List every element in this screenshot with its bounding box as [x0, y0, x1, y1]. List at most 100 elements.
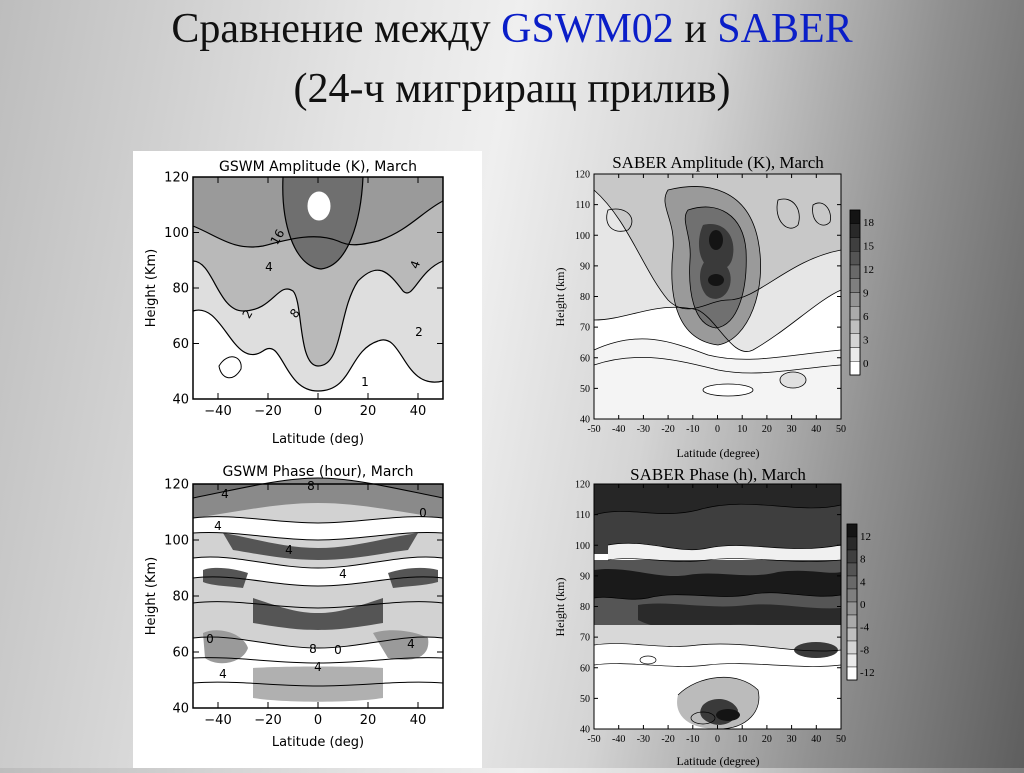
x-tick-label: 50 — [836, 734, 846, 745]
contour-label: 4 — [285, 543, 293, 557]
contour-label: 4 — [314, 660, 322, 674]
x-tick-label: 20 — [762, 424, 772, 435]
x-tick-label: 20 — [360, 713, 377, 728]
y-tick-label: 100 — [575, 541, 590, 552]
x-tick-label: 20 — [360, 404, 377, 419]
y-tick-label: 80 — [172, 590, 189, 605]
x-tick-label: 0 — [715, 424, 720, 435]
colorbar-swatch — [846, 666, 858, 681]
colorbar-swatch — [849, 264, 861, 279]
x-tick-label: 40 — [410, 713, 427, 728]
y-tick-label: 40 — [172, 393, 189, 408]
colorbar-label: -4 — [860, 622, 870, 634]
saber-amplitude-title: SABER Amplitude (K), March — [612, 153, 824, 172]
x-tick-label: -20 — [661, 734, 674, 745]
colorbar-label: 3 — [863, 335, 869, 347]
gswm-amplitude-ylabel: Height (Km) — [144, 249, 159, 327]
colorbar-swatch — [849, 209, 861, 224]
colorbar-swatch — [846, 601, 858, 616]
y-tick-label: 100 — [575, 231, 590, 242]
saber-phase-title: SABER Phase (h), March — [630, 465, 806, 484]
colorbar-swatch — [849, 361, 861, 376]
gswm-phase-ylabel: Height (Km) — [144, 557, 159, 635]
title-and: и — [684, 6, 707, 52]
y-tick-label: 120 — [164, 478, 189, 493]
slide-subtitle: (24-ч мигриращ прилив) — [293, 66, 731, 112]
x-tick-label: 10 — [737, 734, 747, 745]
y-tick-label: 80 — [580, 292, 590, 303]
contour-label: 4 — [339, 567, 347, 581]
y-tick-label: 120 — [575, 170, 590, 181]
y-tick-label: 100 — [164, 534, 189, 549]
title-prefix: Сравнение между — [171, 6, 491, 52]
x-tick-label: 20 — [762, 734, 772, 745]
contour-label: 2 — [415, 325, 423, 339]
colorbar-swatch — [846, 614, 858, 629]
colorbar-label: 0 — [860, 599, 866, 611]
colorbar-label: 6 — [863, 311, 869, 323]
colorbar-swatch — [846, 562, 858, 577]
y-tick-label: 60 — [172, 337, 189, 352]
colorbar-label: 4 — [860, 576, 866, 588]
saber-amplitude-ylabel: Height (km) — [553, 268, 567, 327]
gswm-phase-title: GSWM Phase (hour), March — [223, 464, 414, 480]
y-tick-label: 120 — [164, 171, 189, 186]
colorbar-swatch — [846, 653, 858, 668]
y-tick-label: 60 — [580, 663, 590, 674]
contour-label: 0 — [419, 506, 427, 520]
x-tick-label: -40 — [612, 734, 625, 745]
slide-title: Сравнение между GSWM02 и SABER — [0, 8, 1024, 50]
x-tick-label: -30 — [637, 734, 650, 745]
saber-phase-chart: -50 -40 -30 -20 -10 0 10 20 30 40 5040506070809010… — [553, 465, 875, 768]
colorbar-label: -8 — [860, 644, 870, 656]
colorbar-frame — [849, 209, 861, 376]
contour-label: 4 — [214, 519, 222, 533]
x-tick-label: 40 — [410, 404, 427, 419]
y-tick-label: 60 — [580, 353, 590, 364]
colorbar-label: 15 — [863, 241, 875, 253]
contour-label: 16 — [268, 227, 288, 247]
x-tick-label: 30 — [787, 734, 797, 745]
x-tick-label: -50 — [587, 734, 600, 745]
y-tick-label: 40 — [580, 725, 590, 736]
x-tick-label: -10 — [686, 734, 699, 745]
colorbar-swatch — [849, 292, 861, 307]
colorbar-swatch — [846, 523, 858, 538]
gswm-phase-xlabel: Latitude (deg) — [272, 735, 364, 750]
x-tick-label: 50 — [836, 424, 846, 435]
x-tick-label: 40 — [811, 734, 821, 745]
colorbar-swatch — [846, 575, 858, 590]
y-tick-label: 50 — [580, 694, 590, 705]
colorbar-swatch — [849, 319, 861, 334]
y-tick-label: 70 — [580, 633, 590, 644]
colorbar-swatch — [846, 640, 858, 655]
y-tick-label: 50 — [580, 384, 590, 395]
y-tick-label: 100 — [164, 226, 189, 241]
saber-amplitude-chart: -50 -40 -30 -20 -10 0 10 20 30 40 5040506070809010… — [553, 153, 875, 460]
x-tick-label: 0 — [715, 734, 720, 745]
contour-label: 4 — [221, 487, 229, 501]
x-tick-label: −40 — [204, 404, 231, 419]
y-tick-label: 80 — [172, 282, 189, 297]
y-tick-label: 60 — [172, 646, 189, 661]
colorbar-swatch — [849, 333, 861, 348]
y-tick-label: 80 — [580, 602, 590, 613]
x-tick-label: 0 — [314, 404, 322, 419]
colorbar-label: 9 — [863, 288, 869, 300]
contour-label: 4 — [265, 260, 273, 274]
saber-amplitude-xlabel: Latitude (degree) — [677, 446, 760, 460]
x-tick-label: −40 — [204, 713, 231, 728]
title-sat: SABER — [717, 6, 853, 52]
y-tick-label: 70 — [580, 323, 590, 334]
colorbar-label: -12 — [860, 667, 875, 679]
colorbar-swatch — [849, 278, 861, 293]
colorbar-swatch — [849, 347, 861, 362]
contour-label: 8 — [309, 642, 317, 656]
contour-label: 0 — [334, 643, 342, 657]
colorbar-frame — [846, 523, 858, 681]
colorbar-swatch — [846, 627, 858, 642]
colorbar-swatch — [846, 536, 858, 551]
